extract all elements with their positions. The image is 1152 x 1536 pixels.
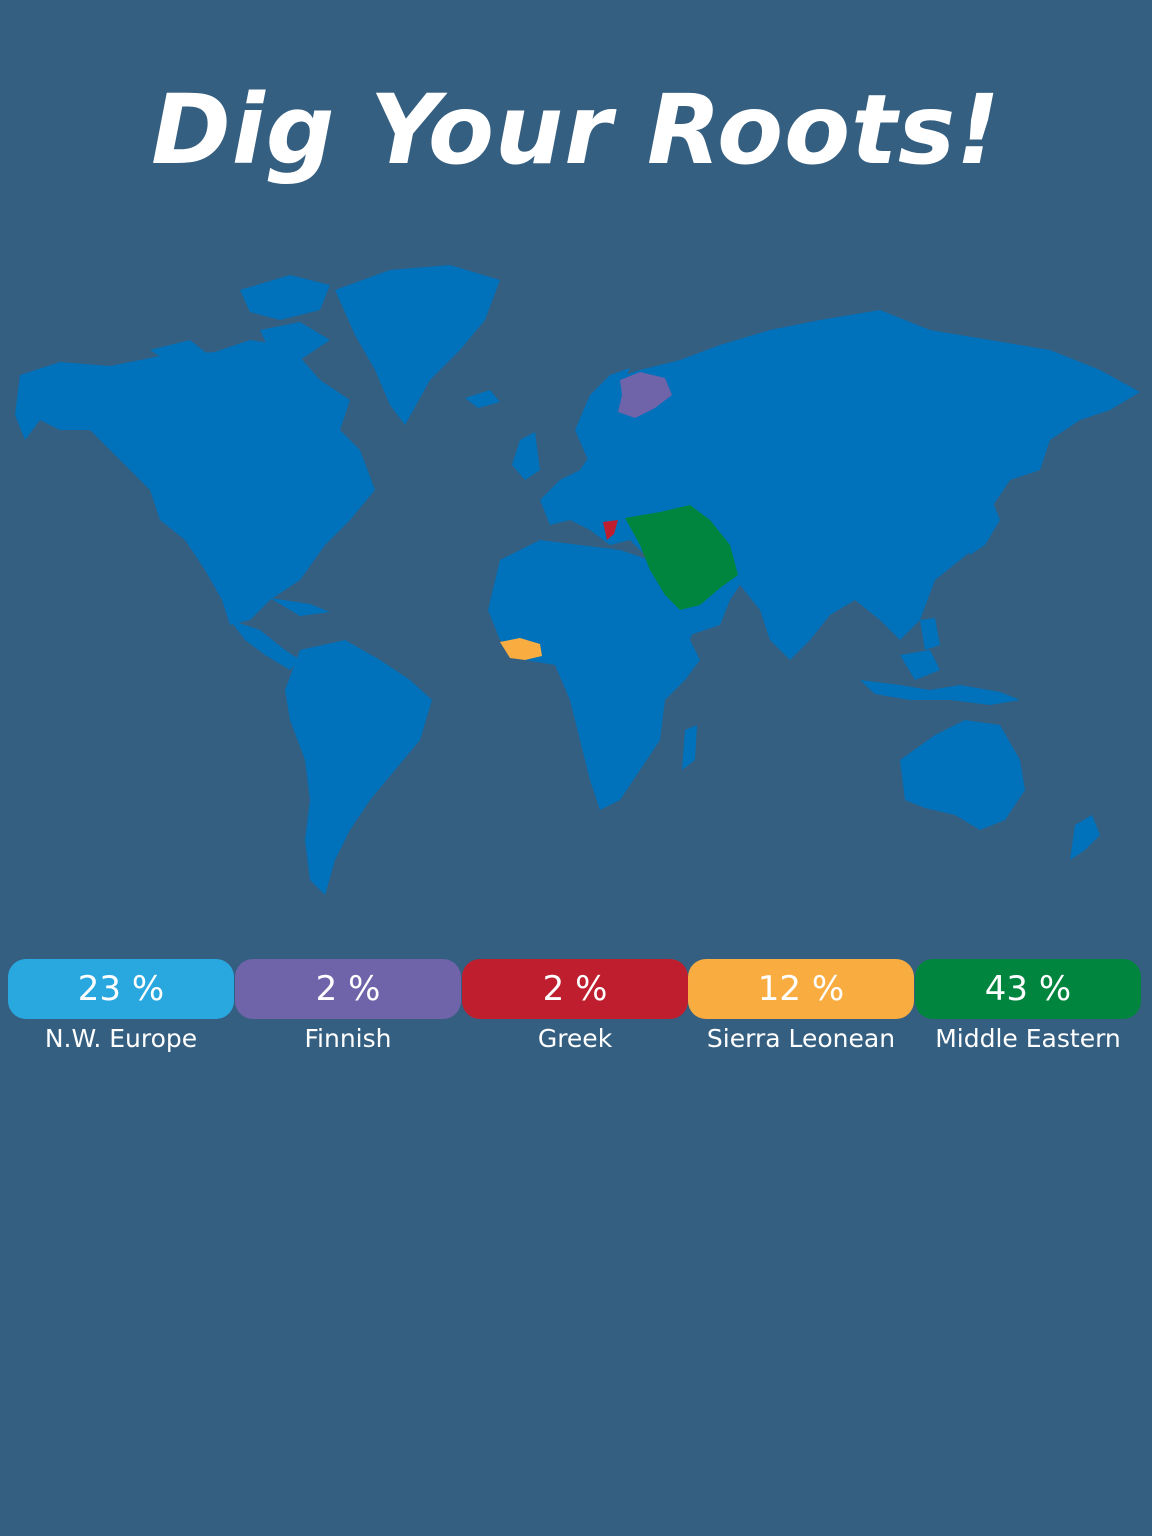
percent-badge: 23 % [8,959,234,1019]
central-america [230,620,300,670]
africa [488,540,700,810]
arctic-islands-2 [260,322,330,360]
region-middle-eastern [625,505,738,610]
british-isles [512,432,540,480]
caribbean [270,598,330,616]
world-map [15,265,1140,895]
scandinavia [575,368,630,460]
legend-item-finnish: 2 % Finnish [235,959,461,1057]
page-title: Dig Your Roots! [151,74,1001,186]
percent-badge: 43 % [915,959,1141,1019]
legend-item-middle-eastern: 43 % Middle Eastern [915,959,1141,1057]
legend-item-sierra-leonean: 12 % Sierra Leonean [688,959,914,1057]
percent-badge: 12 % [688,959,914,1019]
legend-label: Sierra Leonean [706,1024,896,1053]
iceland [465,390,500,408]
japan [965,495,1000,555]
madagascar [682,725,697,770]
borneo [900,650,940,680]
legend-label: Middle Eastern [935,1024,1121,1053]
philippines [920,618,940,650]
north-america [15,340,375,625]
greenland [335,265,500,425]
new-zealand [1070,815,1100,860]
indonesia [860,680,1020,705]
legend-item-greek: 2 % Greek [462,959,688,1057]
region-sierra-leonean [500,638,542,660]
legend-label: Finnish [304,1024,392,1053]
legend-label: N.W. Europe [44,1024,198,1053]
arctic-islands [240,275,330,320]
percent-badge: 2 % [235,959,461,1019]
australia [900,720,1025,830]
south-america [285,640,432,895]
region-greek [603,520,618,540]
region-finnish [618,372,672,418]
legend-item-nw-europe: 23 % N.W. Europe [8,959,234,1057]
map-landmass [15,265,1140,895]
ancestry-legend: 23 % N.W. Europe 2 % Finnish 2 % Greek 1… [8,959,1142,1069]
arctic-islands-3 [150,340,210,366]
percent-badge: 2 % [462,959,688,1019]
legend-label: Greek [537,1024,613,1053]
